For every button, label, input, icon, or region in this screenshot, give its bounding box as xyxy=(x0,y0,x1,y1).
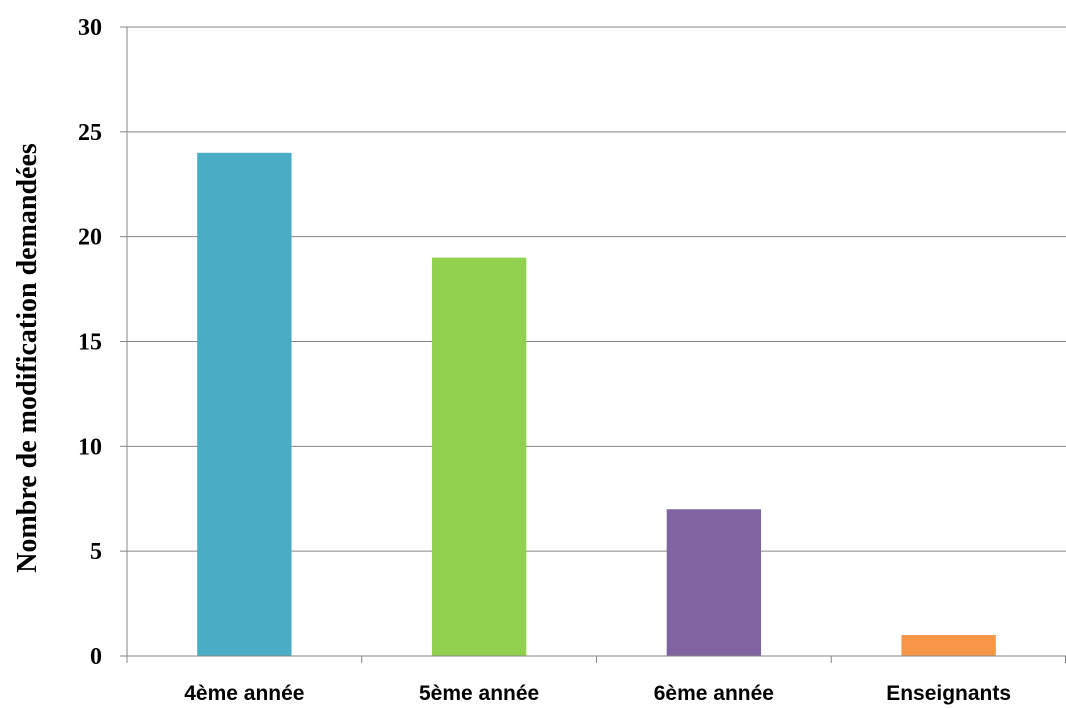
bar xyxy=(197,152,292,657)
bars xyxy=(197,152,996,657)
x-tick-label: 4ème année xyxy=(184,682,304,705)
bar xyxy=(431,257,527,656)
y-tick-labels: 0 5 10 15 20 25 30 xyxy=(78,15,102,670)
x-tick-label: Enseignants xyxy=(886,682,1011,705)
y-tick-label: 10 xyxy=(78,434,102,460)
y-tick-label: 15 xyxy=(78,330,102,356)
bar xyxy=(901,635,996,656)
bar xyxy=(666,509,762,656)
x-tick-label: 5ème année xyxy=(419,682,539,705)
x-tick-label: 6ème année xyxy=(654,682,774,705)
axes xyxy=(120,26,1066,663)
y-tick-label: 25 xyxy=(78,120,102,146)
y-axis-label: Nombre de modification demandées xyxy=(12,143,43,573)
y-tick-label: 0 xyxy=(90,644,102,670)
x-tick-labels: 4ème année 5ème année 6ème année Enseignant… xyxy=(184,682,1011,705)
y-tick-label: 5 xyxy=(90,539,102,565)
y-tick-label: 20 xyxy=(78,225,102,251)
y-tick-label: 30 xyxy=(78,15,102,41)
